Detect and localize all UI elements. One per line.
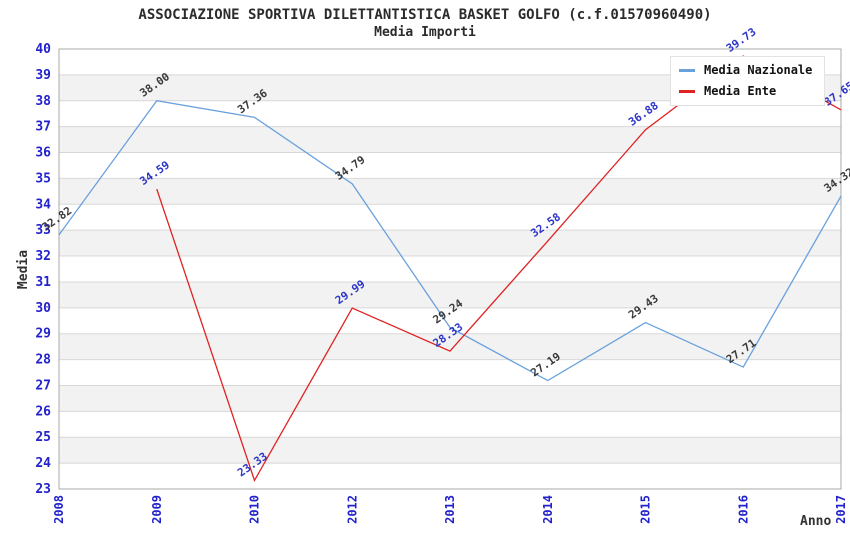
legend-swatch-media-ente: [679, 89, 695, 93]
y-tick-label: 38: [35, 94, 51, 109]
plot-frame: [58, 48, 842, 490]
y-tick-label: 35: [35, 171, 51, 186]
series-line-media-nazionale: [58, 100, 842, 382]
point-label: 39.73: [724, 25, 759, 55]
y-tick-label: 25: [35, 430, 51, 445]
y-tick-label: 36: [35, 146, 51, 161]
point-label: 36.88: [626, 99, 661, 129]
legend-label-media-ente: Media Ente: [704, 84, 777, 98]
x-tick-label: 2008: [52, 495, 66, 524]
x-tick-label: 2010: [248, 495, 262, 524]
x-tick-label: 2015: [639, 495, 653, 524]
chart-subtitle: Media Importi: [374, 25, 476, 40]
y-tick-label: 34: [35, 197, 51, 212]
y-tick-label: 28: [35, 353, 51, 368]
legend-item-media-nazionale: Media Nazionale: [679, 63, 812, 77]
y-axis-title: Media: [16, 249, 32, 290]
legend-label-media-nazionale: Media Nazionale: [704, 63, 813, 77]
x-tick-label: 2009: [150, 495, 164, 524]
y-tick-label: 30: [35, 301, 51, 316]
background-band: [59, 385, 841, 412]
x-tick-label: 2013: [443, 495, 457, 524]
y-tick-label: 27: [35, 378, 51, 393]
y-tick-label: 39: [35, 68, 51, 83]
background-band: [59, 437, 841, 464]
y-tick-label: 32: [35, 249, 51, 264]
background-band: [59, 333, 841, 360]
y-tick-label: 23: [35, 482, 51, 497]
x-tick-label: 2014: [541, 495, 555, 524]
y-tick-label: 37: [35, 120, 51, 135]
x-tick-label: 2017: [834, 495, 848, 524]
x-tick-label: 2012: [345, 495, 359, 524]
series-line-media-ente: [156, 55, 842, 483]
y-tick-label: 31: [35, 275, 51, 290]
background-band: [59, 178, 841, 205]
legend-swatch-media-nazionale: [679, 68, 695, 72]
x-axis-title: Anno: [800, 514, 832, 529]
x-tick-label: 2016: [736, 495, 750, 524]
background-band: [59, 230, 841, 257]
legend: Media Nazionale Media Ente: [670, 56, 826, 106]
chart-title: ASSOCIAZIONE SPORTIVA DILETTANTISTICA BA…: [138, 7, 712, 23]
y-tick-label: 40: [35, 42, 51, 57]
y-tick-label: 33: [35, 223, 51, 238]
y-tick-label: 26: [35, 404, 51, 419]
y-tick-label: 29: [35, 327, 51, 342]
y-tick-label: 24: [35, 456, 51, 471]
legend-item-media-ente: Media Ente: [679, 84, 812, 98]
background-band: [59, 126, 841, 153]
